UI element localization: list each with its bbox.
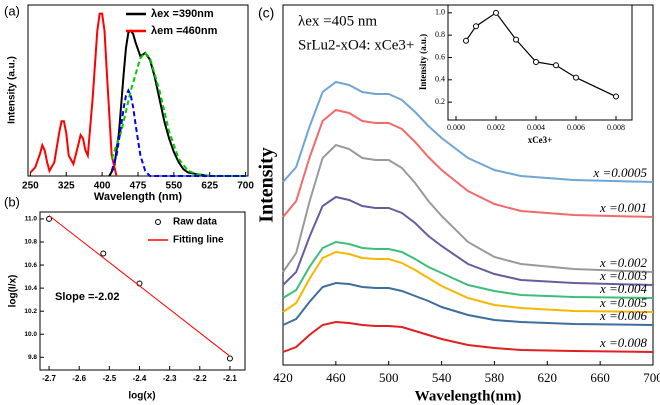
series-line <box>282 108 654 218</box>
data-point <box>513 36 519 43</box>
x-tick-label: -2.3 <box>163 374 177 383</box>
y-tick-label: 10.2 <box>24 308 37 315</box>
data-point <box>493 9 499 16</box>
x-tick-label: -2.5 <box>102 374 116 383</box>
x-tick-label: -2.1 <box>223 374 237 383</box>
y-axis-label: Intensity <box>256 147 278 223</box>
data-point <box>226 355 233 362</box>
y-tick-label: 9.8 <box>28 354 37 361</box>
x-tick-label: 420 <box>273 370 293 385</box>
data-point <box>463 37 469 44</box>
x-tick-label: 475 <box>130 181 147 192</box>
y-axis-label: Intensity (a.u.) <box>418 34 428 90</box>
series-line <box>282 195 654 286</box>
x-tick-label: 620 <box>538 370 558 385</box>
panel: 0.000 0.002 0.004 0.006 0.008 0.2 0.4 0.6 0.8 1.0… <box>418 4 633 145</box>
series-label: x =0.006 <box>599 308 648 323</box>
legend-label: λex =390nm <box>151 8 214 20</box>
x-axis-label: Wavelength(nm) <box>415 388 522 404</box>
x-tick-label: 550 <box>166 181 183 192</box>
x-tick-label: 540 <box>432 370 452 385</box>
annotation: Slope =-2.02 <box>55 291 120 303</box>
data-point <box>46 215 53 222</box>
x-tick-label: -2.7 <box>42 374 56 383</box>
x-tick-label: -2.4 <box>133 374 147 383</box>
plot-frame <box>27 4 249 177</box>
series-label: x =0.005 <box>599 295 648 310</box>
legend-marker <box>155 219 161 225</box>
x-axis-label: Wavelength (nm) <box>94 191 183 203</box>
x-tick-label: 0.008 <box>607 123 625 132</box>
x-tick-label: -2.6 <box>72 374 86 383</box>
annotation: λex =405 nm <box>298 13 377 29</box>
y-tick-label: 0.8 <box>435 30 445 39</box>
data-point <box>613 93 619 100</box>
y-tick-label: 10.8 <box>24 239 37 246</box>
y-tick-label: 10.4 <box>24 285 37 292</box>
legend-label: Raw data <box>173 217 217 228</box>
annotation: SrLu2-xO4: xCe3+ <box>298 37 414 53</box>
series-label: x =0.002 <box>599 255 648 270</box>
x-tick-label: 325 <box>58 181 75 192</box>
plot-frame <box>39 211 246 371</box>
y-tick-label: 0.2 <box>435 97 445 106</box>
panel: -2.7 -2.6 -2.5 -2.4 -2.3 -2.2 -2.1 11.0 10.8 10.6… <box>8 211 246 402</box>
x-tick-label: -2.2 <box>193 374 207 383</box>
series-line <box>465 11 617 98</box>
series-label: x =0.001 <box>599 200 647 215</box>
legend-label: λem =460nm <box>151 25 218 37</box>
panel-label: (a) <box>4 3 20 18</box>
series-line <box>110 88 246 177</box>
x-axis-label: log(x) <box>128 391 155 402</box>
x-tick-label: 0.004 <box>527 123 545 132</box>
data-point <box>553 62 559 69</box>
y-axis-label: log(I/x) <box>8 275 19 308</box>
x-tick-label: 400 <box>94 181 111 192</box>
series-line <box>282 240 654 299</box>
data-point <box>573 74 579 81</box>
x-tick-label: 460 <box>326 370 346 385</box>
x-tick-label: 660 <box>590 370 610 385</box>
series-line <box>282 320 654 353</box>
y-tick-label: 1.0 <box>435 8 445 17</box>
y-tick-label: 0.4 <box>435 75 445 84</box>
series-label: x =0.003 <box>599 268 648 283</box>
x-tick-label: 500 <box>379 370 399 385</box>
data-point <box>100 250 107 257</box>
x-axis-label: xCe3+ <box>528 135 553 145</box>
panel-label: (c) <box>258 5 274 21</box>
y-tick-label: 10.6 <box>24 262 37 269</box>
x-tick-label: 0.002 <box>487 123 505 132</box>
legend-label: Fitting line <box>173 235 224 246</box>
series-line <box>282 80 654 183</box>
y-tick-label: 0.6 <box>435 52 445 61</box>
y-tick-label: 11.0 <box>25 216 38 223</box>
series-label: x =0.0005 <box>592 165 647 180</box>
x-tick-label: 580 <box>485 370 505 385</box>
x-tick-label: 250 <box>22 181 39 192</box>
series-line <box>48 215 231 357</box>
series-line <box>282 281 654 326</box>
series-label: x =0.004 <box>599 281 648 296</box>
data-point <box>473 23 479 30</box>
x-tick-label: 700 <box>237 181 254 192</box>
panel: 250 325 400 475 550 625 700 Wavelength (nm) Inte… <box>7 4 254 203</box>
panel-label: (b) <box>4 194 20 209</box>
series-line <box>110 51 246 177</box>
series-line <box>29 12 118 177</box>
series-label: x =0.008 <box>599 335 648 350</box>
series-line <box>282 143 654 273</box>
data-point <box>533 58 539 65</box>
series-line <box>282 250 654 313</box>
x-tick-label: 0.000 <box>447 123 465 132</box>
y-axis-label: Intensity (a.u.) <box>7 56 18 124</box>
x-tick-label: 625 <box>201 181 218 192</box>
x-tick-label: 0.006 <box>567 123 585 132</box>
y-tick-label: 10.0 <box>24 331 37 338</box>
x-tick-label: 700 <box>643 370 660 385</box>
